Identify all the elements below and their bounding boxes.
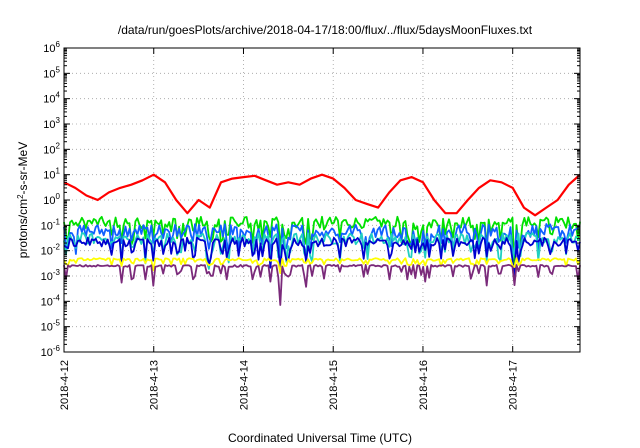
y-tick-label: 10-6 xyxy=(41,344,61,359)
series-layer xyxy=(63,173,581,306)
y-tick-exponent: -5 xyxy=(53,319,61,328)
y-tick-label: 101 xyxy=(43,167,60,182)
y-tick-exponent: -2 xyxy=(53,243,61,252)
y-tick-exponent: 1 xyxy=(56,167,61,176)
y-tick-label: 10-1 xyxy=(41,217,61,232)
y-tick-base: 10 xyxy=(43,119,55,131)
chart-title: /data/run/goesPlots/archive/2018-04-17/1… xyxy=(118,23,533,37)
y-tick-exponent: 0 xyxy=(56,192,61,201)
y-tick-label: 100 xyxy=(43,192,60,207)
plot-frame xyxy=(63,47,581,353)
y-tick-exponent: -1 xyxy=(53,217,61,226)
y-tick-label: 106 xyxy=(43,40,60,55)
y-tick-base: 10 xyxy=(41,220,53,232)
y-tick-base: 10 xyxy=(41,296,53,308)
x-tick-label: 2018-4-17 xyxy=(508,360,520,410)
y-tick-base: 10 xyxy=(43,195,55,207)
y-tick-base: 10 xyxy=(43,68,55,80)
x-tick-label: 2018-4-13 xyxy=(149,360,161,410)
y-tick-label: 103 xyxy=(43,116,60,131)
x-axis-label: Coordinated Universal Time (UTC) xyxy=(228,431,412,445)
series-line-6 xyxy=(63,257,581,275)
x-tick-label: 2018-4-14 xyxy=(238,360,250,410)
y-tick-exponent: 3 xyxy=(56,116,61,125)
y-tick-base: 10 xyxy=(43,43,55,55)
y-tick-base: 10 xyxy=(41,271,53,283)
series-line-3 xyxy=(63,223,581,268)
x-tick-label: 2018-4-12 xyxy=(59,360,71,410)
y-tick-base: 10 xyxy=(41,322,53,334)
y-tick-exponent: 6 xyxy=(56,40,61,49)
series-line-2 xyxy=(63,215,581,276)
y-tick-exponent: -3 xyxy=(53,268,61,277)
y-tick-label: 10-4 xyxy=(41,293,61,308)
y-tick-exponent: 2 xyxy=(56,141,61,150)
x-tick-label: 2018-4-16 xyxy=(418,360,430,410)
y-axis-label: protons/cm2-s-sr-MeV xyxy=(16,142,30,258)
series-line-1 xyxy=(63,173,581,217)
y-tick-label: 104 xyxy=(43,91,60,106)
y-tick-base: 10 xyxy=(41,246,53,258)
y-tick-label: 102 xyxy=(43,141,60,156)
x-tick-label: 2018-4-15 xyxy=(328,360,340,410)
y-tick-exponent: 4 xyxy=(56,91,61,100)
y-axis-label-pre: protons/cm xyxy=(16,199,30,258)
series-line-5 xyxy=(63,236,581,281)
y-tick-base: 10 xyxy=(43,144,55,156)
y-tick-base: 10 xyxy=(43,94,55,106)
y-axis-label-post: -s-sr-MeV xyxy=(16,142,30,195)
y-tick-exponent: 5 xyxy=(56,65,61,74)
grid-layer xyxy=(63,47,580,353)
y-tick-label: 10-3 xyxy=(41,268,61,283)
y-tick-label: 105 xyxy=(43,65,60,80)
y-tick-exponent: -4 xyxy=(53,293,61,302)
y-tick-label: 10-5 xyxy=(41,319,61,334)
y-tick-exponent: -6 xyxy=(53,344,61,353)
series-line-7 xyxy=(63,264,581,306)
y-axis-label-sup: 2 xyxy=(16,194,25,199)
axes-layer: 10610510410310210110010-110-210-310-410-… xyxy=(41,40,580,410)
y-tick-base: 10 xyxy=(41,347,53,359)
y-tick-base: 10 xyxy=(43,170,55,182)
y-tick-label: 10-2 xyxy=(41,243,61,258)
